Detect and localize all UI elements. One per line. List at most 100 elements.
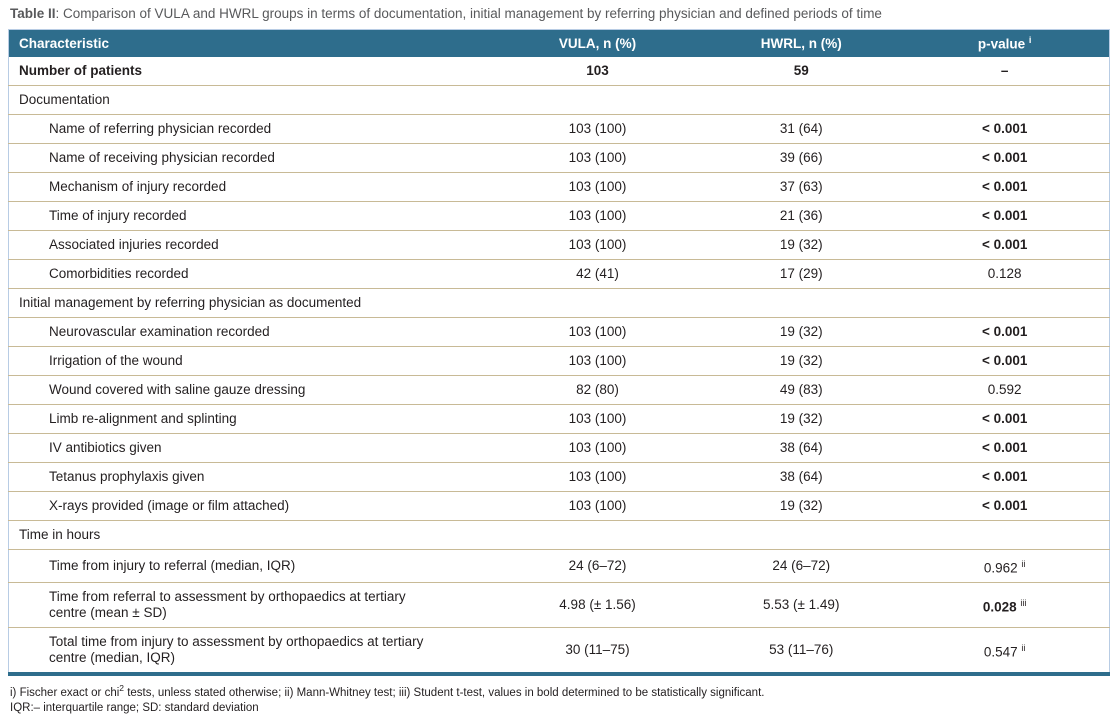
table-row: Time from injury to referral (median, IQ… [8,549,1110,583]
column-header-pvalue: p-value i [900,29,1110,57]
section-label: Time in hours [8,520,1110,549]
table-row: Time from referral to assessment by orth… [8,582,1110,628]
pvalue-cell: < 0.001 [900,230,1110,259]
pvalue-cell: 0.962 ii [900,549,1110,583]
pvalue-footnote-marker: ii [1021,558,1026,569]
characteristic-cell: Neurovascular examination recorded [8,317,493,346]
hwrl-cell: 38 (64) [702,433,901,462]
characteristic-cell: Wound covered with saline gauze dressing [8,375,493,404]
table-row: Irrigation of the wound 103 (100) 19 (32) <… [8,346,1110,375]
vula-cell: 103 (100) [492,317,703,346]
characteristic-cell: Associated injuries recorded [8,230,493,259]
pvalue-cell: 0.547 ii [900,627,1110,674]
pvalue-cell: 0.592 [900,375,1110,404]
section-row: Initial management by referring physicia… [8,288,1110,317]
characteristic-cell: Irrigation of the wound [8,346,493,375]
table-row: Number of patients 103 59– [8,56,1110,85]
pvalue-footnote-marker: i [1028,35,1032,45]
characteristic-cell: Number of patients [8,56,493,85]
footnote-abbreviations: IQR:– interquartile range; SD: standard … [10,701,259,714]
hwrl-cell: 19 (32) [702,317,901,346]
hwrl-cell: 59 [702,56,901,85]
characteristic-cell: Tetanus prophylaxis given [8,462,493,491]
table-row: Name of receiving physician recorded 103 … [8,143,1110,172]
table-row: Total time from injury to assessment by … [8,627,1110,674]
table-row: Tetanus prophylaxis given 103 (100) 38 (64… [8,462,1110,491]
table-row: Comorbidities recorded 42 (41) 17 (29) 0.12… [8,259,1110,288]
characteristic-cell: IV antibiotics given [8,433,493,462]
vula-cell: 24 (6–72) [492,549,703,583]
vula-cell: 4.98 (± 1.56) [492,582,703,628]
comparison-table: Characteristic VULA, n (%) HWRL, n (%) p… [8,29,1110,676]
characteristic-cell: Name of referring physician recorded [8,114,493,143]
pvalue-cell: < 0.001 [900,346,1110,375]
pvalue-footnote-marker: ii [1021,642,1026,653]
pvalue-cell: < 0.001 [900,433,1110,462]
table-title-text: : Comparison of VULA and HWRL groups in … [55,6,882,21]
pvalue-cell: < 0.001 [900,201,1110,230]
characteristic-cell: Name of receiving physician recorded [8,143,493,172]
vula-cell: 103 (100) [492,143,703,172]
hwrl-cell: 31 (64) [702,114,901,143]
hwrl-cell: 5.53 (± 1.49) [702,582,901,628]
hwrl-cell: 37 (63) [702,172,901,201]
footnotes: i) Fischer exact or chi2 tests, unless s… [10,681,1111,716]
header-row: Characteristic VULA, n (%) HWRL, n (%) p… [8,29,1110,57]
table-row: X-rays provided (image or film attached)… [8,491,1110,520]
vula-cell: 30 (11–75) [492,627,703,674]
table-title: Table II: Comparison of VULA and HWRL gr… [0,0,1119,29]
table-row: Limb re-alignment and splinting 103 (100)… [8,404,1110,433]
vula-cell: 103 (100) [492,230,703,259]
pvalue-cell: 0.128 [900,259,1110,288]
section-label: Initial management by referring physicia… [8,288,1110,317]
hwrl-cell: 17 (29) [702,259,901,288]
pvalue-cell: < 0.001 [900,317,1110,346]
table-body: Number of patients 103 59– Documentation Nam… [8,56,1110,674]
column-header-hwrl: HWRL, n (%) [702,29,901,57]
characteristic-cell: Time of injury recorded [8,201,493,230]
pvalue-cell: < 0.001 [900,172,1110,201]
pvalue-cell: < 0.001 [900,462,1110,491]
hwrl-cell: 39 (66) [702,143,901,172]
table-row: Neurovascular examination recorded 103 (1… [8,317,1110,346]
table-header: Characteristic VULA, n (%) HWRL, n (%) p… [8,29,1110,57]
section-row: Documentation [8,85,1110,114]
footnote-tests: i) Fischer exact or chi2 tests, unless s… [10,683,765,699]
table-row: Name of referring physician recorded 103 … [8,114,1110,143]
table-row: Associated injuries recorded 103 (100) 19 … [8,230,1110,259]
pvalue-cell: < 0.001 [900,143,1110,172]
table-row: Mechanism of injury recorded 103 (100) 37 … [8,172,1110,201]
vula-cell: 103 (100) [492,114,703,143]
vula-cell: 42 (41) [492,259,703,288]
pvalue-cell: 0.028 iii [900,582,1110,628]
vula-cell: 103 (100) [492,404,703,433]
vula-cell: 103 (100) [492,433,703,462]
hwrl-cell: 19 (32) [702,404,901,433]
characteristic-cell: X-rays provided (image or film attached) [8,491,493,520]
vula-cell: 103 (100) [492,172,703,201]
table-row: Time of injury recorded 103 (100) 21 (36) <… [8,201,1110,230]
vula-cell: 82 (80) [492,375,703,404]
hwrl-cell: 19 (32) [702,346,901,375]
section-row: Time in hours [8,520,1110,549]
column-header-characteristic: Characteristic [8,29,493,57]
hwrl-cell: 53 (11–76) [702,627,901,674]
vula-cell: 103 (100) [492,201,703,230]
characteristic-cell: Time from injury to referral (median, IQ… [8,549,493,583]
pvalue-cell: < 0.001 [900,114,1110,143]
column-header-vula: VULA, n (%) [492,29,703,57]
pvalue-footnote-marker: iii [1020,597,1027,608]
characteristic-cell: Time from referral to assessment by orth… [8,582,493,628]
vula-cell: 103 (100) [492,346,703,375]
pvalue-cell: – [900,56,1110,85]
vula-cell: 103 [492,56,703,85]
hwrl-cell: 19 (32) [702,491,901,520]
vula-cell: 103 (100) [492,491,703,520]
pvalue-cell: < 0.001 [900,491,1110,520]
vula-cell: 103 (100) [492,462,703,491]
chi-squared-superscript: 2 [119,683,125,693]
hwrl-cell: 19 (32) [702,230,901,259]
characteristic-cell: Mechanism of injury recorded [8,172,493,201]
hwrl-cell: 49 (83) [702,375,901,404]
